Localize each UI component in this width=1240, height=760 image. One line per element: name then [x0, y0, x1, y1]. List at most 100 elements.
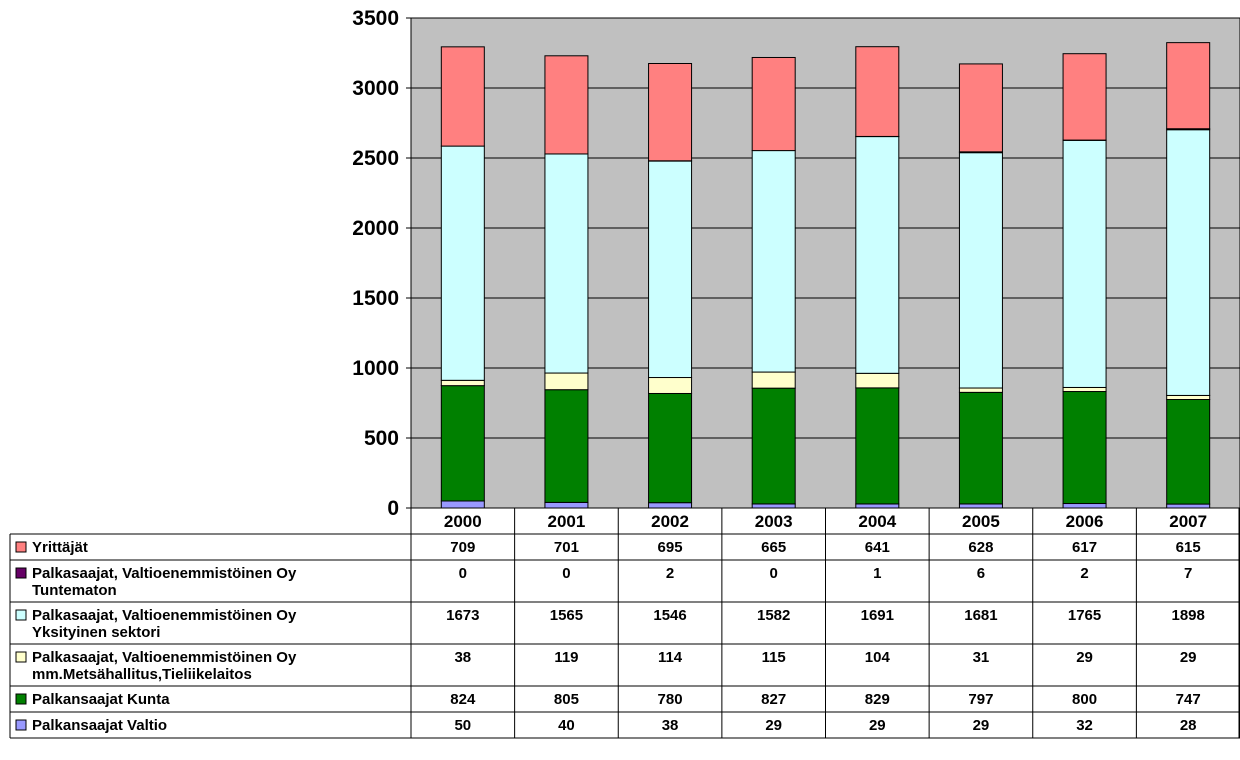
legend-label: Palkasaajat, Valtioenemmistöinen Oy: [32, 565, 297, 582]
table-cell-value: 617: [1072, 539, 1097, 556]
bar-segment: [855, 503, 900, 509]
table-cell-value: 1681: [964, 607, 997, 624]
bar-segment: [648, 160, 693, 379]
table-cell-value: 797: [968, 691, 993, 708]
legend-label: Palkasaajat, Valtioenemmistöinen Oy: [32, 649, 297, 666]
x-category-label: 2007: [1169, 512, 1207, 531]
table-cell-value: 114: [658, 649, 683, 666]
y-tick-label: 3500: [352, 7, 399, 30]
y-tick-label: 1000: [352, 357, 399, 380]
bar-segment: [751, 150, 796, 373]
bar-segment: [440, 500, 485, 509]
y-axis: 0 500 1000 1500 2000 2500 3000 3500: [352, 7, 411, 520]
plot-background: [410, 17, 1240, 509]
x-category-label: 2003: [755, 512, 793, 531]
bar-segment: [1062, 503, 1107, 509]
table-cell-value: 2: [666, 565, 674, 582]
table-cell-value: 2: [1080, 565, 1088, 582]
bar-segment: [958, 387, 1003, 393]
y-tick-label: 2500: [352, 147, 399, 170]
bar-segment: [544, 153, 589, 374]
x-category-label: 2006: [1066, 512, 1104, 531]
table-cell-value: 665: [761, 539, 786, 556]
table-cell-value: 119: [554, 649, 578, 666]
table-cell-value: 1765: [1068, 607, 1101, 624]
bar-segment: [440, 385, 485, 502]
bar-segment: [958, 152, 1003, 389]
table-cell-value: 50: [454, 717, 471, 734]
bar-segment: [855, 372, 900, 389]
table-cell-value: 800: [1072, 691, 1097, 708]
table-cell-value: 628: [968, 539, 993, 556]
bar-segment: [958, 503, 1003, 509]
bar-segment: [440, 145, 485, 381]
legend-swatch: [15, 567, 27, 579]
bar-segment: [440, 379, 485, 387]
table-cell-value: 32: [1076, 717, 1093, 734]
legend-label: Palkansaajat Kunta: [32, 691, 170, 708]
table-cell-value: 0: [459, 565, 467, 582]
table-cell-value: 31: [973, 649, 990, 666]
x-category-label: 2002: [651, 512, 689, 531]
bar-segment: [1166, 503, 1211, 509]
table-cell-value: 1691: [861, 607, 894, 624]
table-cell-value: 6: [977, 565, 985, 582]
table-cell-value: 709: [450, 539, 475, 556]
table-cell-value: 701: [554, 539, 579, 556]
y-tick-label: 3000: [352, 77, 399, 100]
legend-label: Yrittäjät: [32, 539, 88, 556]
table-cell-value: 0: [770, 565, 778, 582]
data-table: 2000 2001 2002 2003 2004 2005 2006 2007Yrittäjä…: [9, 507, 1240, 739]
bar-segment: [751, 503, 796, 509]
table-cell-value: 824: [450, 691, 476, 708]
y-tick-label: 0: [387, 497, 399, 520]
table-cell-value: 780: [658, 691, 683, 708]
bar-segment: [544, 389, 589, 503]
bar-segment: [855, 387, 900, 505]
y-tick-label: 500: [364, 427, 399, 450]
table-cell-value: 615: [1176, 539, 1201, 556]
x-category-label: 2000: [444, 512, 482, 531]
bar-segment: [1166, 129, 1211, 396]
legend-label: Palkasaajat, Valtioenemmistöinen Oy: [32, 607, 297, 624]
table-cell-value: 1582: [757, 607, 790, 624]
legend-swatch: [15, 693, 27, 705]
table-cell-value: 827: [761, 691, 786, 708]
plot-area: [410, 17, 1240, 509]
table-cell-value: 1: [873, 565, 881, 582]
legend-label: Tuntematon: [32, 582, 117, 599]
x-category-label: 2004: [858, 512, 896, 531]
bar-segment: [855, 136, 900, 374]
table-cell-value: 0: [562, 565, 570, 582]
bar-segment: [751, 387, 796, 505]
table-cell-value: 40: [558, 717, 575, 734]
legend-swatch: [15, 719, 27, 731]
legend-label: mm.Metsähallitus,Tieliikelaitos: [32, 666, 252, 683]
legend-swatch: [15, 609, 27, 621]
bar-segment: [544, 55, 589, 155]
legend-swatch: [15, 541, 27, 553]
x-category-label: 2001: [548, 512, 586, 531]
table-cell-value: 1546: [653, 607, 686, 624]
table-cell-value: 29: [869, 717, 886, 734]
y-tick-label: 1500: [352, 287, 399, 310]
bar-segment: [1166, 394, 1211, 401]
bar-segment: [751, 371, 796, 389]
y-tick-label: 2000: [352, 217, 399, 240]
table-cell-value: 1673: [446, 607, 479, 624]
bar-segment: [1062, 391, 1107, 505]
table-cell-value: 829: [865, 691, 890, 708]
legend-swatch: [15, 651, 27, 663]
bar-segment: [1062, 386, 1107, 393]
bar-segment: [1062, 53, 1107, 141]
table-cell-value: 29: [765, 717, 782, 734]
table-cell-value: 29: [973, 717, 990, 734]
table-cell-value: 28: [1180, 717, 1197, 734]
table-cell-value: 115: [762, 649, 786, 666]
table-cell-value: 7: [1184, 565, 1192, 582]
table-cell-value: 641: [865, 539, 890, 556]
table-cell-value: 1898: [1172, 607, 1205, 624]
bar-segment: [1062, 139, 1107, 388]
bar-segment: [751, 56, 796, 152]
bar-segment: [440, 46, 485, 147]
